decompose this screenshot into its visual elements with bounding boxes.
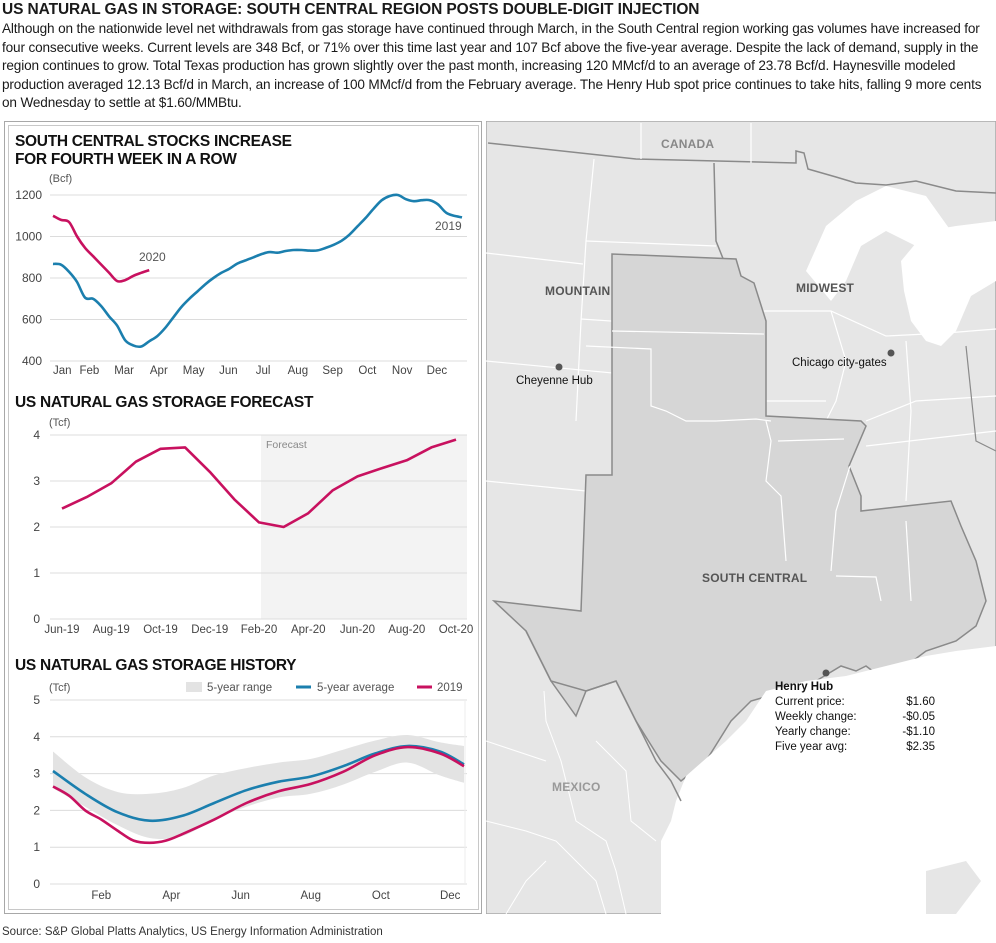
mexico-border <box>525 630 682 802</box>
chart1-x-tick: Dec <box>427 365 448 377</box>
chart1-y-tick: 1200 <box>15 188 42 202</box>
chart3-y-tick: 5 <box>33 693 40 707</box>
gulf-of-mexico <box>661 646 996 914</box>
cheyenne-hub-dot <box>555 363 563 371</box>
canada-border <box>487 142 996 194</box>
chart1-x-tick: Aug <box>288 365 308 377</box>
chart3-x-tick: Dec <box>440 890 461 902</box>
region-map: CANADA MOUNTAIN MIDWEST SOUTH CENTRAL ME… <box>485 120 996 915</box>
chart1-y-tick: 600 <box>22 313 42 327</box>
south-central-stocks-chart: (Bcf) 400 600 800 1000 1200 Jan Feb Mar Apr May Jun… <box>15 173 467 377</box>
label-mountain: MOUNTAIN <box>545 284 611 298</box>
chart1-x-tick: Oct <box>358 365 377 377</box>
chart1-x-tick: Sep <box>322 365 342 377</box>
chart2-y-tick: 0 <box>33 612 40 626</box>
source-note: Source: S&P Global Platts Analytics, US … <box>2 926 383 938</box>
chart1-y-unit: (Bcf) <box>49 173 72 185</box>
chart2-x-tick: Aug-20 <box>388 624 425 636</box>
chart3-x-tick: Jun <box>231 890 250 902</box>
chart2-y-tick: 2 <box>33 520 40 534</box>
chart3-y-tick: 3 <box>33 767 40 781</box>
chart1-x-tick: Apr <box>150 365 168 377</box>
chart1-x-tick: Jan <box>53 365 72 377</box>
henry-hub-title: Henry Hub <box>775 681 834 693</box>
chart2-y-unit: (Tcf) <box>49 417 70 429</box>
chart1-series-2020 <box>52 214 150 283</box>
henry-hub-row: Yearly change: -$1.10 <box>775 726 935 738</box>
chart1-label-2020: 2020 <box>139 250 166 264</box>
chart2-x-tick: Aug-19 <box>93 624 130 636</box>
chart3-y-tick: 1 <box>33 840 40 854</box>
chart1-y-tick: 400 <box>22 354 42 368</box>
great-lakes <box>806 186 956 301</box>
legend-swatch-range <box>186 682 202 692</box>
chart1-x-tick: Jun <box>219 365 238 377</box>
chart2-y-tick: 1 <box>33 566 40 580</box>
chart2-x-tick: Oct-19 <box>143 624 178 636</box>
chicago-hub-dot <box>887 349 895 357</box>
label-midwest: MIDWEST <box>796 281 855 295</box>
chart3-y-unit: (Tcf) <box>49 682 70 694</box>
chart3-y-tick: 4 <box>33 730 40 744</box>
legend-label-range: 5-year range <box>207 682 272 694</box>
chart2-forecast-label: Forecast <box>266 439 307 451</box>
map-svg <box>485 120 996 915</box>
chart1-label-2019: 2019 <box>435 219 462 233</box>
chart1-series-2019 <box>52 193 463 349</box>
chart2-x-tick: Apr-20 <box>291 624 326 636</box>
chart3-title: US NATURAL GAS STORAGE HISTORY <box>15 657 297 674</box>
henry-hub-row: Weekly change: -$0.05 <box>775 711 935 723</box>
henry-hub-row: Five year avg: $2.35 <box>775 741 935 753</box>
chart3-x-tick: Aug <box>301 890 321 902</box>
chart2-x-tick: Jun-19 <box>44 624 79 636</box>
henry-hub-dot <box>822 669 830 677</box>
chart1-x-tick: May <box>183 365 205 377</box>
chart3-y-tick: 2 <box>33 803 40 817</box>
chart1-x-tick: Nov <box>392 365 413 377</box>
headline: US NATURAL GAS IN STORAGE: SOUTH CENTRAL… <box>2 1 700 18</box>
chart2-y-tick: 3 <box>33 474 40 488</box>
label-canada: CANADA <box>661 137 715 151</box>
chart1-y-tick: 1000 <box>15 230 42 244</box>
chart3-x-tick: Apr <box>162 890 180 902</box>
storage-history-chart: (Tcf) 0 1 2 3 4 5 Feb Apr Jun Aug Oct Dec 5-year rang… <box>33 682 467 902</box>
label-cheyenne-hub: Cheyenne Hub <box>516 375 593 387</box>
chart1-title-line1: SOUTH CENTRAL STOCKS INCREASE <box>15 133 292 150</box>
label-chicago-city-gates: Chicago city-gates <box>792 357 887 369</box>
chart2-x-tick: Oct-20 <box>439 624 474 636</box>
chart3-x-tick: Oct <box>372 890 391 902</box>
chart2-x-tick: Jun-20 <box>340 624 375 636</box>
intro-paragraph: Although on the nationwide level net wit… <box>2 21 982 111</box>
chart2-x-tick: Dec-19 <box>191 624 228 636</box>
henry-hub-row: Current price: $1.60 <box>775 696 935 708</box>
chart2-y-tick: 4 <box>33 428 40 442</box>
henry-hub-panel: Henry Hub Current price: $1.60 Weekly cha… <box>775 680 935 755</box>
chart2-title: US NATURAL GAS STORAGE FORECAST <box>15 394 314 411</box>
storage-forecast-chart: Forecast (Tcf) 0 1 2 3 4 Jun-19 Aug-19 Oct-19 Dec-… <box>33 417 474 636</box>
chart1-x-tick: Jul <box>256 365 271 377</box>
legend-label-average: 5-year average <box>317 682 394 694</box>
legend-label-2019: 2019 <box>437 682 463 694</box>
chart1-title-line2: FOR FOURTH WEEK IN A ROW <box>15 151 237 168</box>
chart1-x-tick: Mar <box>114 365 134 377</box>
chart1-x-tick: Feb <box>79 365 99 377</box>
chart2-series-storage <box>61 438 457 529</box>
state-borders <box>485 158 996 502</box>
chart3-y-tick: 0 <box>33 877 40 891</box>
chart3-series-2019 <box>52 745 465 845</box>
chart3-x-tick: Feb <box>91 890 111 902</box>
label-mexico: MEXICO <box>552 780 601 794</box>
chart1-y-tick: 800 <box>22 271 42 285</box>
chart2-x-tick: Feb-20 <box>241 624 277 636</box>
label-south-central: SOUTH CENTRAL <box>702 571 808 585</box>
